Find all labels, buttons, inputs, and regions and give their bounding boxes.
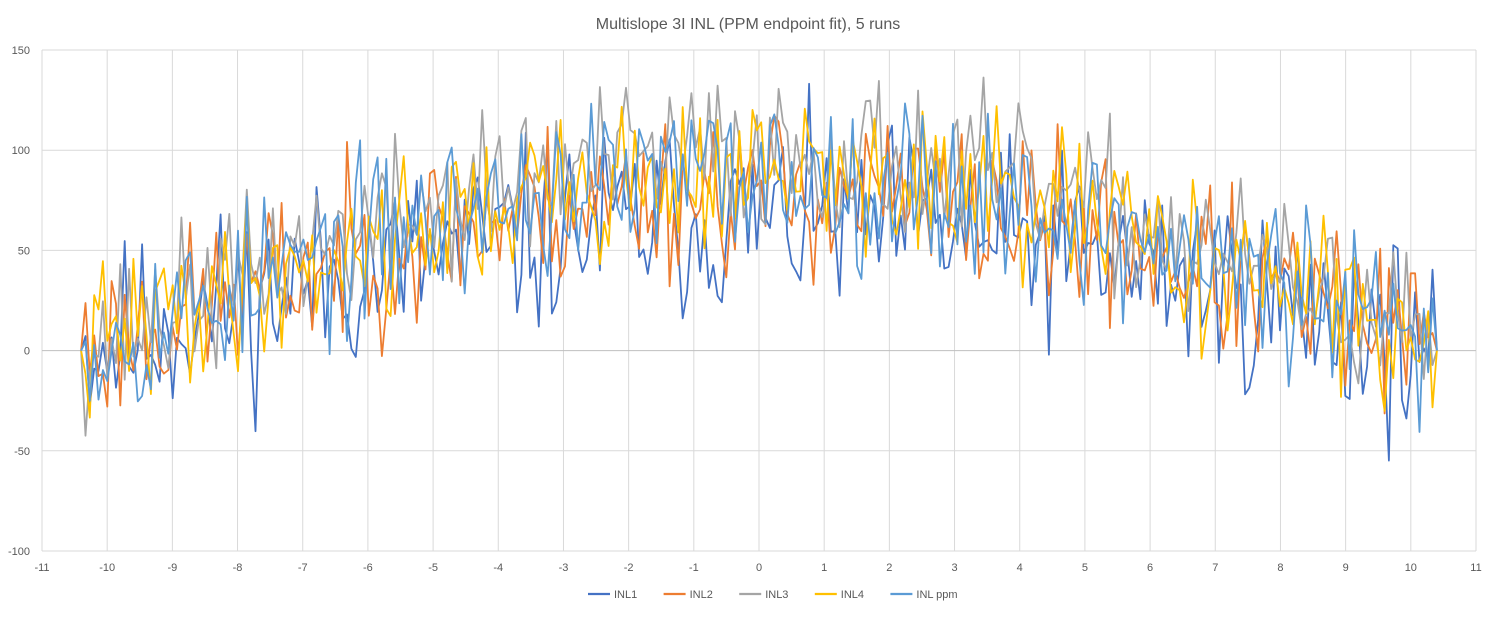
x-tick-label: 8	[1277, 562, 1283, 574]
grid	[41, 49, 1477, 552]
axis-tick-labels: -11 -10 -9 -8 -7 -6 -5 -4 -3 -2 -1 0 1 2 3 4 5 6 7 8 9 10 11-1…	[8, 45, 1482, 574]
x-tick-label: 7	[1212, 562, 1218, 574]
x-tick-label: 11	[1470, 562, 1481, 574]
x-tick-label: 5	[1082, 562, 1088, 574]
x-tick-label: -7	[298, 562, 308, 574]
y-tick-label: 0	[24, 346, 30, 358]
x-tick-label: -3	[559, 562, 569, 574]
x-tick-label: -10	[99, 562, 115, 574]
x-tick-label: 9	[1343, 562, 1349, 574]
x-tick-label: -5	[428, 562, 438, 574]
x-tick-label: -4	[493, 562, 503, 574]
y-tick-label: 150	[12, 45, 30, 57]
x-tick-label: 10	[1405, 562, 1417, 574]
y-tick-label: -100	[8, 546, 30, 558]
x-tick-label: 3	[951, 562, 957, 574]
x-tick-label: 1	[821, 562, 827, 574]
x-tick-label: 0	[756, 562, 762, 574]
x-tick-label: 2	[886, 562, 892, 574]
y-tick-label: 100	[12, 145, 30, 157]
legend-label: INL2	[690, 589, 713, 601]
x-tick-label: -9	[167, 562, 177, 574]
y-tick-label: -50	[14, 446, 30, 458]
legend-label: INL ppm	[916, 589, 957, 601]
x-tick-label: -2	[624, 562, 634, 574]
x-tick-label: -11	[34, 562, 49, 574]
legend-label: INL3	[765, 589, 788, 601]
x-tick-label: -1	[689, 562, 699, 574]
chart-title: Multislope 3I INL (PPM endpoint fit), 5 …	[596, 16, 900, 33]
x-tick-label: -6	[363, 562, 373, 574]
series-line-inl-ppm	[80, 102, 1438, 433]
x-tick-label: 6	[1147, 562, 1153, 574]
x-tick-label: 4	[1017, 562, 1023, 574]
legend-label: INL4	[841, 589, 864, 601]
x-tick-label: -8	[233, 562, 243, 574]
series-lines	[80, 76, 1438, 462]
legend-label: INL1	[614, 589, 637, 601]
legend: INL1 INL2 INL3 INL4 INL ppm	[588, 589, 958, 601]
y-tick-label: 50	[18, 245, 30, 257]
